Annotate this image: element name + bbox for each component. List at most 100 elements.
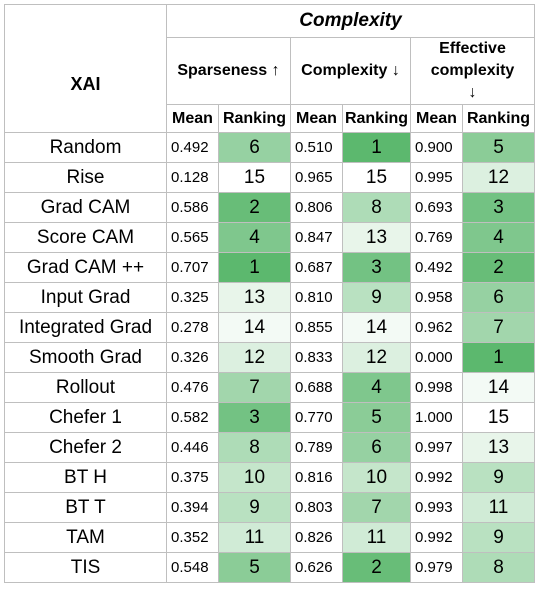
mean-cell-complexity: 0.789 xyxy=(290,432,343,463)
ranking-cell-sparseness: 8 xyxy=(218,432,291,463)
ranking-cell-sparseness: 6 xyxy=(218,132,291,163)
mean-cell-sparseness: 0.565 xyxy=(166,222,219,253)
mean-cell-effective-complexity: 0.995 xyxy=(410,162,463,193)
mean-cell-sparseness: 0.394 xyxy=(166,492,219,523)
ranking-cell-sparseness: 12 xyxy=(218,342,291,373)
ranking-cell-sparseness: 2 xyxy=(218,192,291,223)
table-row: BT H 0.375 10 0.816 10 0.992 9 xyxy=(4,462,535,493)
table-row: Input Grad 0.325 13 0.810 9 0.958 6 xyxy=(4,282,535,313)
mean-cell-complexity: 0.826 xyxy=(290,522,343,553)
mean-cell-complexity: 0.510 xyxy=(290,132,343,163)
mean-cell-sparseness: 0.586 xyxy=(166,192,219,223)
table-row: Grad CAM ++ 0.707 1 0.687 3 0.492 2 xyxy=(4,252,535,283)
xai-method-name: Rollout xyxy=(4,372,167,403)
ranking-cell-complexity: 6 xyxy=(342,432,411,463)
corner-blank xyxy=(4,4,167,38)
xai-method-name: Integrated Grad xyxy=(4,312,167,343)
ranking-cell-effective-complexity: 3 xyxy=(462,192,535,223)
mean-cell-complexity: 0.806 xyxy=(290,192,343,223)
ranking-cell-complexity: 4 xyxy=(342,372,411,403)
ranking-cell-sparseness: 11 xyxy=(218,522,291,553)
ranking-cell-complexity: 14 xyxy=(342,312,411,343)
ranking-cell-effective-complexity: 8 xyxy=(462,552,535,583)
ranking-cell-complexity: 1 xyxy=(342,132,411,163)
mean-cell-effective-complexity: 0.958 xyxy=(410,282,463,313)
mean-cell-effective-complexity: 0.992 xyxy=(410,462,463,493)
mean-cell-sparseness: 0.375 xyxy=(166,462,219,493)
mean-cell-complexity: 0.626 xyxy=(290,552,343,583)
ranking-cell-effective-complexity: 9 xyxy=(462,462,535,493)
xai-method-name: Grad CAM xyxy=(4,192,167,223)
ranking-cell-effective-complexity: 1 xyxy=(462,342,535,373)
ranking-cell-complexity: 9 xyxy=(342,282,411,313)
mean-cell-effective-complexity: 1.000 xyxy=(410,402,463,433)
ranking-cell-effective-complexity: 7 xyxy=(462,312,535,343)
mean-cell-complexity: 0.965 xyxy=(290,162,343,193)
mean-cell-sparseness: 0.492 xyxy=(166,132,219,163)
mean-cell-effective-complexity: 0.000 xyxy=(410,342,463,373)
mean-cell-effective-complexity: 0.900 xyxy=(410,132,463,163)
ranking-cell-effective-complexity: 12 xyxy=(462,162,535,193)
sub-header-mean: Mean xyxy=(166,104,219,133)
mean-cell-sparseness: 0.128 xyxy=(166,162,219,193)
mean-cell-complexity: 0.816 xyxy=(290,462,343,493)
table-row: Rise 0.128 15 0.965 15 0.995 12 xyxy=(4,162,535,193)
ranking-cell-sparseness: 10 xyxy=(218,462,291,493)
mean-cell-effective-complexity: 0.992 xyxy=(410,522,463,553)
ranking-cell-effective-complexity: 9 xyxy=(462,522,535,553)
ranking-cell-complexity: 8 xyxy=(342,192,411,223)
xai-method-name: TAM xyxy=(4,522,167,553)
table-row: BT T 0.394 9 0.803 7 0.993 11 xyxy=(4,492,535,523)
metric-header-sparseness: Sparseness ↑ xyxy=(166,37,291,105)
mean-cell-complexity: 0.855 xyxy=(290,312,343,343)
ranking-cell-sparseness: 13 xyxy=(218,282,291,313)
ranking-cell-sparseness: 1 xyxy=(218,252,291,283)
xai-column-header: XAI xyxy=(4,37,167,133)
xai-method-name: Chefer 2 xyxy=(4,432,167,463)
xai-method-name: Random xyxy=(4,132,167,163)
mean-cell-effective-complexity: 0.492 xyxy=(410,252,463,283)
sub-header-ranking: Ranking xyxy=(342,104,411,133)
mean-cell-sparseness: 0.548 xyxy=(166,552,219,583)
table-row: Chefer 2 0.446 8 0.789 6 0.997 13 xyxy=(4,432,535,463)
mean-cell-sparseness: 0.326 xyxy=(166,342,219,373)
metric-header-complexity: Complexity ↓ xyxy=(290,37,411,105)
table-row: Grad CAM 0.586 2 0.806 8 0.693 3 xyxy=(4,192,535,223)
mean-cell-sparseness: 0.352 xyxy=(166,522,219,553)
mean-cell-effective-complexity: 0.993 xyxy=(410,492,463,523)
mean-cell-effective-complexity: 0.962 xyxy=(410,312,463,343)
sub-header-mean: Mean xyxy=(290,104,343,133)
mean-cell-complexity: 0.810 xyxy=(290,282,343,313)
mean-cell-complexity: 0.833 xyxy=(290,342,343,373)
xai-method-name: TIS xyxy=(4,552,167,583)
mean-cell-effective-complexity: 0.769 xyxy=(410,222,463,253)
ranking-cell-effective-complexity: 5 xyxy=(462,132,535,163)
ranking-cell-effective-complexity: 2 xyxy=(462,252,535,283)
mean-cell-sparseness: 0.278 xyxy=(166,312,219,343)
mean-cell-effective-complexity: 0.997 xyxy=(410,432,463,463)
ranking-cell-complexity: 12 xyxy=(342,342,411,373)
mean-cell-sparseness: 0.582 xyxy=(166,402,219,433)
ranking-cell-effective-complexity: 6 xyxy=(462,282,535,313)
mean-cell-complexity: 0.687 xyxy=(290,252,343,283)
xai-method-name: BT T xyxy=(4,492,167,523)
ranking-cell-complexity: 11 xyxy=(342,522,411,553)
mean-cell-effective-complexity: 0.693 xyxy=(410,192,463,223)
table-row: Smooth Grad 0.326 12 0.833 12 0.000 1 xyxy=(4,342,535,373)
table-row: TAM 0.352 11 0.826 11 0.992 9 xyxy=(4,522,535,553)
mean-cell-complexity: 0.803 xyxy=(290,492,343,523)
ranking-cell-sparseness: 7 xyxy=(218,372,291,403)
complexity-table: Complexity XAI Sparseness ↑ Complexity ↓… xyxy=(4,4,535,583)
ranking-cell-complexity: 15 xyxy=(342,162,411,193)
xai-method-name: Grad CAM ++ xyxy=(4,252,167,283)
ranking-cell-complexity: 13 xyxy=(342,222,411,253)
xai-method-name: Rise xyxy=(4,162,167,193)
ranking-cell-effective-complexity: 14 xyxy=(462,372,535,403)
ranking-cell-sparseness: 4 xyxy=(218,222,291,253)
mean-cell-sparseness: 0.707 xyxy=(166,252,219,283)
ranking-cell-effective-complexity: 13 xyxy=(462,432,535,463)
table-row: Score CAM 0.565 4 0.847 13 0.769 4 xyxy=(4,222,535,253)
ranking-cell-effective-complexity: 11 xyxy=(462,492,535,523)
sub-header-ranking: Ranking xyxy=(218,104,291,133)
table-row: Rollout 0.476 7 0.688 4 0.998 14 xyxy=(4,372,535,403)
